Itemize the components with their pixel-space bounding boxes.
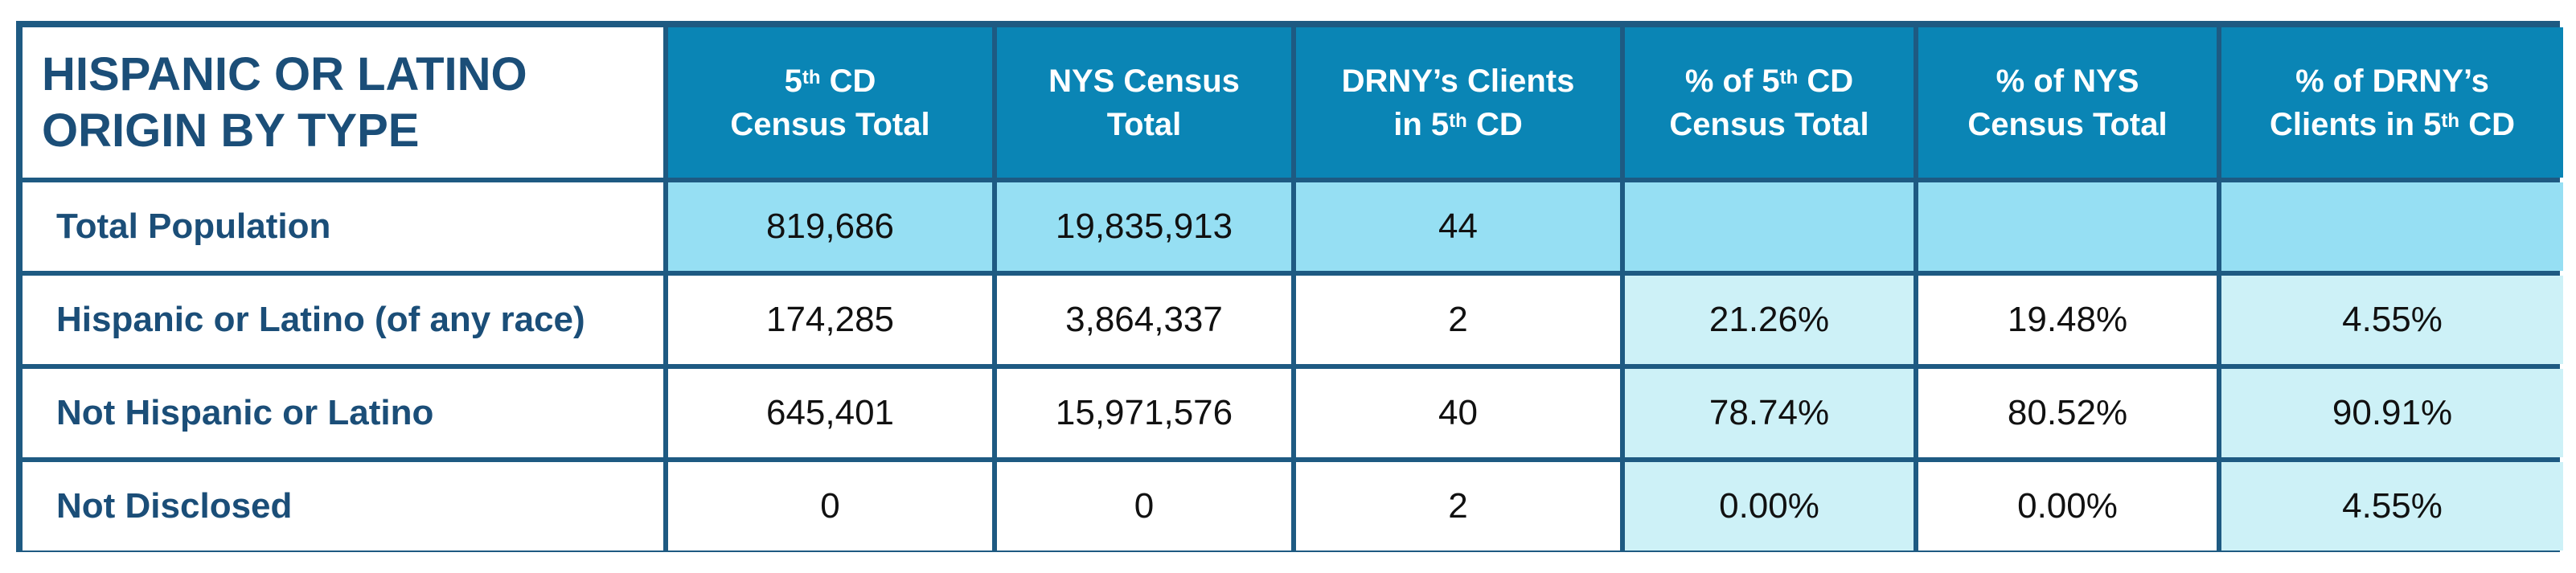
header-row: HISPANIC OR LATINO ORIGIN BY TYPE 5th CD… [23, 27, 2563, 178]
col-header-drny-clients: DRNY’s Clients in 5th CD [1296, 27, 1620, 178]
row-label: Not Hispanic or Latino [23, 369, 663, 457]
col-header-cd-census-total: 5th CD Census Total [668, 27, 992, 178]
table-row-not-hispanic: Not Hispanic or Latino 645,401 15,971,57… [23, 369, 2563, 457]
table-cell [1918, 182, 2217, 271]
table-cell: 2 [1296, 276, 1620, 364]
hispanic-origin-table: HISPANIC OR LATINO ORIGIN BY TYPE 5th CD… [18, 23, 2568, 555]
table-row-total-population: Total Population 819,686 19,835,913 44 [23, 182, 2563, 271]
table-cell: 0.00% [1918, 462, 2217, 550]
row-label: Not Disclosed [23, 462, 663, 550]
table-cell: 19,835,913 [997, 182, 1291, 271]
col-header-nys-census-total: NYS Census Total [997, 27, 1291, 178]
table-cell: 19.48% [1918, 276, 2217, 364]
table-cell: 21.26% [1625, 276, 1914, 364]
table-cell [2221, 182, 2563, 271]
table-cell: 4.55% [2221, 276, 2563, 364]
table-row-not-disclosed: Not Disclosed 0 0 2 0.00% 0.00% 4.55% [23, 462, 2563, 550]
table-cell: 174,285 [668, 276, 992, 364]
table-cell: 3,864,337 [997, 276, 1291, 364]
table-cell: 15,971,576 [997, 369, 1291, 457]
table-cell: 0 [997, 462, 1291, 550]
table-title-line2: ORIGIN BY TYPE [42, 104, 420, 157]
table-cell: 44 [1296, 182, 1620, 271]
table-cell: 0 [668, 462, 992, 550]
table-cell: 90.91% [2221, 369, 2563, 457]
table-cell: 819,686 [668, 182, 992, 271]
row-label: Hispanic or Latino (of any race) [23, 276, 663, 364]
row-label: Total Population [23, 182, 663, 271]
table-cell: 4.55% [2221, 462, 2563, 550]
col-header-pct-nys-census: % of NYS Census Total [1918, 27, 2217, 178]
table-cell: 78.74% [1625, 369, 1914, 457]
table-cell [1625, 182, 1914, 271]
table-cell: 645,401 [668, 369, 992, 457]
table-title-line1: HISPANIC OR LATINO [42, 47, 527, 100]
table-cell: 2 [1296, 462, 1620, 550]
col-header-pct-cd-census: % of 5th CD Census Total [1625, 27, 1914, 178]
col-header-pct-drny-clients: % of DRNY’s Clients in 5th CD [2221, 27, 2563, 178]
table-title: HISPANIC OR LATINO ORIGIN BY TYPE [23, 27, 663, 178]
table-cell: 80.52% [1918, 369, 2217, 457]
table-cell: 40 [1296, 369, 1620, 457]
table-row-hispanic: Hispanic or Latino (of any race) 174,285… [23, 276, 2563, 364]
origin-table-frame: HISPANIC OR LATINO ORIGIN BY TYPE 5th CD… [16, 21, 2563, 552]
table-cell: 0.00% [1625, 462, 1914, 550]
